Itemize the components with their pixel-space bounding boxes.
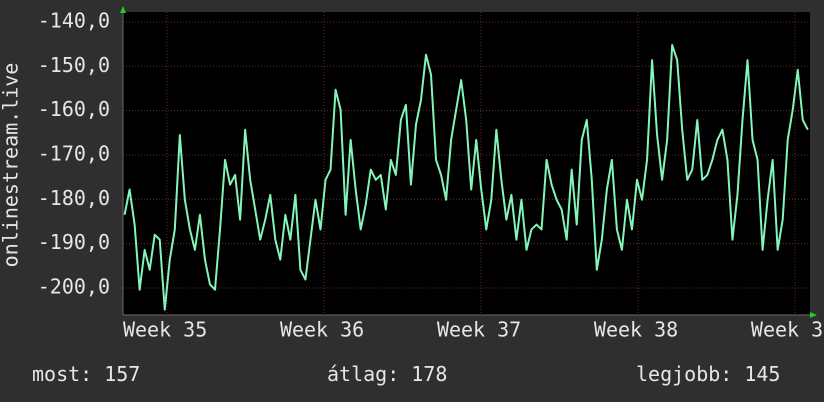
tick-labels: -140,0 -150,0 -160,0 -170,0 -180,0 -190,0 -200… xyxy=(38,8,823,341)
y-tick-label: -150,0 xyxy=(38,53,110,77)
footer-stat-label: most: xyxy=(32,362,92,386)
footer-stat-label: átlag: xyxy=(327,362,399,386)
y-axis-label: onlinestream.live xyxy=(0,63,23,268)
data-line xyxy=(123,44,809,311)
footer-stat-value: 145 xyxy=(744,362,780,386)
plot-area xyxy=(123,12,810,315)
x-tick-label: Week 36 xyxy=(280,318,364,342)
x-tick-label: Week 37 xyxy=(437,318,521,342)
grid xyxy=(123,12,810,315)
x-axis-arrow xyxy=(810,312,817,318)
y-tick-label: -160,0 xyxy=(38,97,110,121)
y-tick-label: -190,0 xyxy=(38,230,110,254)
y-tick-label: -200,0 xyxy=(38,274,110,298)
footer: most: 157 átlag: 178 legjobb: 145 xyxy=(32,362,780,386)
footer-stat: átlag: 178 xyxy=(327,362,447,386)
y-tick-label: -180,0 xyxy=(38,186,110,210)
series-layer xyxy=(123,44,809,311)
footer-stat-value: 178 xyxy=(411,362,447,386)
footer-stat: most: 157 xyxy=(32,362,140,386)
x-tick-label: Week 3 xyxy=(751,318,823,342)
x-tick-label: Week 38 xyxy=(594,318,678,342)
y-axis-arrow xyxy=(120,6,126,13)
y-tick-label: -140,0 xyxy=(38,8,110,32)
footer-stat-value: 157 xyxy=(104,362,140,386)
footer-stat: legjobb: 145 xyxy=(636,362,780,386)
footer-stat-label: legjobb: xyxy=(636,362,732,386)
y-tick-label: -170,0 xyxy=(38,141,110,165)
x-tick-label: Week 35 xyxy=(123,318,207,342)
